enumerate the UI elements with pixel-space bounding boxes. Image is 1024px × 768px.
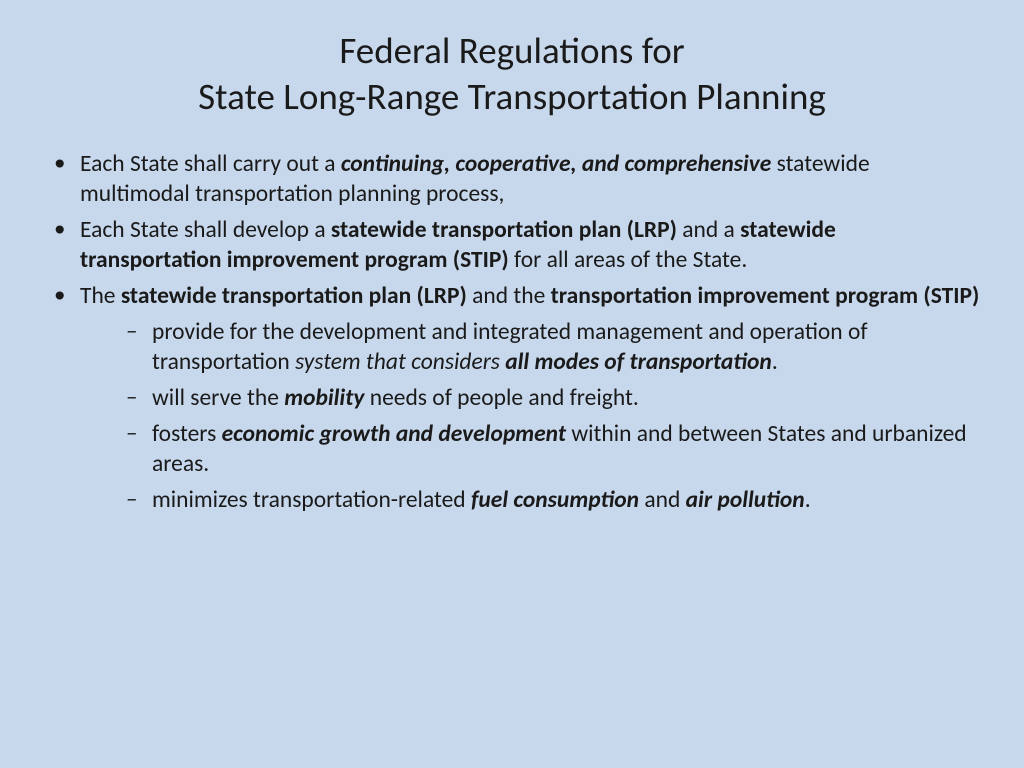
text-segment: fuel consumption	[471, 486, 639, 514]
text-segment: will serve the	[152, 384, 284, 412]
text-segment: Each State shall carry out a	[80, 150, 341, 178]
text-segment: The	[80, 282, 121, 310]
text-segment: Each State shall develop a	[80, 216, 331, 244]
text-segment: .	[805, 486, 811, 514]
text-segment: minimizes transportation-related	[152, 486, 471, 514]
text-segment: needs of people and freight.	[364, 384, 638, 412]
sub-bullet-item: will serve the mobility needs of people …	[80, 383, 980, 413]
sub-bullet-item: fosters economic growth and development …	[80, 419, 980, 479]
text-segment: and a	[682, 216, 740, 244]
title-line-1: Federal Regulations for	[339, 28, 684, 73]
text-segment: economic growth and development	[222, 420, 566, 448]
text-segment: transportation improvement program (STIP…	[551, 282, 980, 310]
text-segment: air pollution	[686, 486, 805, 514]
bullet-item: The statewide transportation plan (LRP) …	[44, 281, 980, 516]
title-line-2: State Long-Range Transportation Planning	[198, 74, 826, 119]
text-segment: system that considers	[295, 348, 505, 376]
sub-bullet-item: minimizes transportation-related fuel co…	[80, 485, 980, 515]
text-segment: and	[639, 486, 686, 514]
bullet-list: Each State shall carry out a continuing,…	[44, 149, 980, 516]
text-segment: all modes of transportation	[505, 348, 772, 376]
sub-bullet-list: provide for the development and integrat…	[80, 317, 980, 515]
text-segment: for all areas of the State.	[514, 246, 747, 274]
text-segment: statewide transportation plan (LRP)	[331, 216, 682, 244]
text-segment: continuing, cooperative, and comprehensi…	[341, 150, 772, 178]
text-segment: mobility	[284, 384, 364, 412]
text-segment: fosters	[152, 420, 222, 448]
text-segment: and the	[472, 282, 551, 310]
slide: Federal Regulations for State Long-Range…	[0, 0, 1024, 768]
sub-bullet-item: provide for the development and integrat…	[80, 317, 980, 377]
slide-title: Federal Regulations for State Long-Range…	[44, 28, 980, 121]
bullet-item: Each State shall carry out a continuing,…	[44, 149, 980, 209]
text-segment: .	[772, 348, 778, 376]
bullet-item: Each State shall develop a statewide tra…	[44, 215, 980, 275]
text-segment: statewide transportation plan (LRP)	[121, 282, 472, 310]
